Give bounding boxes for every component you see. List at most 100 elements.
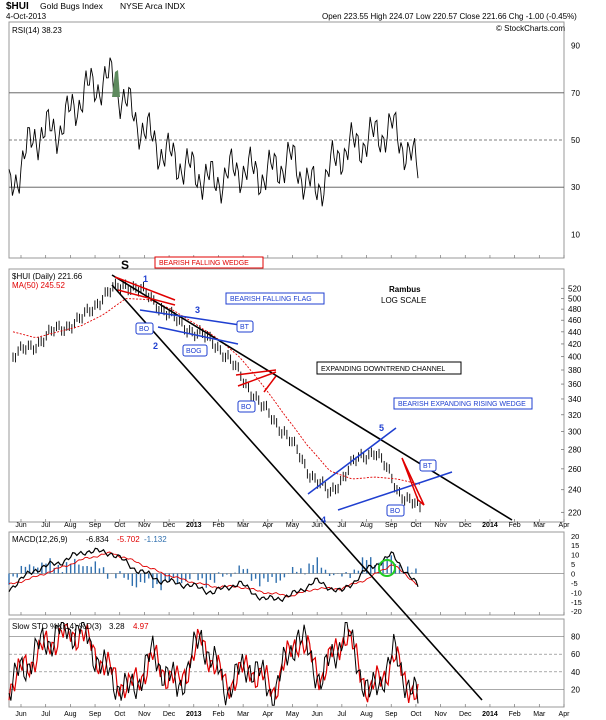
- svg-text:BT: BT: [423, 463, 433, 470]
- svg-text:BT: BT: [240, 324, 250, 331]
- sto-tick-label: 80: [571, 633, 580, 642]
- axis-layer: 1030507090220240260280300320340360380400…: [15, 42, 582, 718]
- price-month-label: Nov: [138, 522, 151, 529]
- price-tick-label: 500: [568, 295, 582, 304]
- wave-2-label: 2: [153, 341, 158, 351]
- stockcharts-credit: © StockCharts.com: [496, 24, 565, 33]
- bt-box-2: BT: [419, 459, 437, 472]
- price-tick-label: 240: [568, 486, 582, 495]
- svg-text:BEARISH FALLING WEDGE: BEARISH FALLING WEDGE: [159, 260, 249, 267]
- bottom-month-label: Mar: [237, 711, 250, 718]
- bo-box-2: BO: [237, 400, 256, 413]
- rsi-tick-label: 10: [571, 230, 580, 239]
- price-month-label: Sep: [385, 522, 398, 529]
- annotation-expanding-channel: EXPANDING DOWNTREND CHANNEL: [316, 361, 462, 375]
- ohlc-readout: Open 223.55 High 224.07 Low 220.57 Close…: [322, 12, 577, 21]
- bottom-month-label: Dec: [163, 711, 176, 718]
- macd-tick-label: 20: [571, 532, 579, 541]
- macd-label-hist: -1.132: [144, 535, 167, 544]
- price-month-label: Jun: [312, 522, 323, 529]
- price-label: $HUI (Daily) 221.66: [12, 272, 83, 281]
- bottom-month-label: Dec: [459, 711, 472, 718]
- price-tick-label: 300: [568, 428, 582, 437]
- macd-signal-line: [8, 551, 419, 598]
- wave-4-label: 4: [321, 515, 326, 525]
- annotation-falling-flag: BEARISH FALLING FLAG: [225, 292, 325, 305]
- macd-tick-label: 5: [571, 560, 575, 569]
- macd-label-signal: -5.702: [117, 535, 140, 544]
- bottom-month-label: Apr: [559, 711, 571, 718]
- price-tick-label: 360: [568, 380, 582, 389]
- price-tick-label: 220: [568, 508, 582, 517]
- sto-d-line: [8, 623, 419, 703]
- rsi-line: [8, 57, 419, 207]
- price-tick-label: 460: [568, 316, 582, 325]
- final-red-wedge: [401, 457, 425, 506]
- rsi-tick-label: 50: [571, 136, 580, 145]
- rising-wedge-bottom: [337, 471, 453, 511]
- svg-text:BO: BO: [139, 326, 150, 333]
- macd-label-name: MACD(12,26,9): [12, 535, 68, 544]
- svg-text:BO: BO: [390, 508, 401, 515]
- price-tick-label: 440: [568, 328, 582, 337]
- price-month-label: Apr: [262, 522, 274, 529]
- bottom-month-label: Aug: [64, 711, 77, 718]
- ticker-symbol: $HUI: [6, 1, 29, 12]
- bottom-month-label: Mar: [533, 711, 546, 718]
- bottom-month-label: Oct: [114, 711, 125, 718]
- macd-tick-label: -15: [571, 598, 582, 607]
- macd-label-value: -6.834: [86, 535, 109, 544]
- ma-label: MA(50) 245.52: [12, 281, 65, 290]
- macd-tick-label: -10: [571, 588, 582, 597]
- rising-wedge-top: [307, 427, 397, 495]
- falling-wedge-top: [114, 276, 176, 301]
- annotation-falling-wedge: BEARISH FALLING WEDGE: [154, 256, 264, 269]
- small-red-wedge-a: [235, 369, 277, 376]
- bottom-month-label: Jul: [41, 711, 50, 718]
- log-scale-label: LOG SCALE: [381, 296, 426, 305]
- price-tick-label: 420: [568, 340, 582, 349]
- price-tick-label: 280: [568, 446, 582, 455]
- wave-3-label: 3: [195, 305, 200, 315]
- bt-box-1: BT: [236, 320, 254, 333]
- price-month-label: Oct: [410, 522, 421, 529]
- price-month-label: Dec: [459, 522, 472, 529]
- bottom-month-label: 2014: [482, 711, 498, 718]
- price-month-label: Jul: [41, 522, 50, 529]
- grid-layer: [9, 92, 565, 707]
- index-name: Gold Bugs Index: [40, 1, 104, 11]
- price-month-label: Aug: [360, 522, 373, 529]
- price-tick-label: 520: [568, 284, 582, 293]
- bottom-month-label: Apr: [262, 711, 274, 718]
- price-month-label: Apr: [559, 522, 571, 529]
- ma50-line: [12, 298, 421, 485]
- falling-wedge-bottom: [117, 289, 176, 306]
- macd-tick-label: 0: [571, 570, 575, 579]
- price-tick-label: 320: [568, 411, 582, 420]
- macd-cross-circle: [378, 559, 396, 577]
- price-month-label: Mar: [533, 522, 546, 529]
- sto-label-name: Slow STO %K(14) %D(3): [12, 622, 102, 631]
- svg-text:EXPANDING DOWNTREND CHANNEL: EXPANDING DOWNTREND CHANNEL: [321, 366, 445, 373]
- price-month-label: Feb: [509, 522, 521, 529]
- rsi-tick-label: 30: [571, 183, 580, 192]
- price-month-label: Jul: [337, 522, 346, 529]
- svg-text:BO: BO: [241, 404, 252, 411]
- small-red-wedge-b: [237, 371, 277, 387]
- bog-box: BOG: [182, 344, 208, 357]
- rsi-overbought-fill: [112, 70, 120, 97]
- exchange-name: NYSE Arca INDX: [120, 1, 186, 11]
- bottom-month-label: Nov: [434, 711, 447, 718]
- falling-flag-top: [139, 309, 241, 326]
- bottom-month-label: May: [286, 711, 300, 718]
- price-month-label: 2013: [186, 522, 202, 529]
- rambus-label: Rambus: [389, 285, 421, 294]
- macd-tick-label: -5: [571, 579, 578, 588]
- macd-tick-label: 15: [571, 541, 579, 550]
- price-month-label: Jun: [15, 522, 26, 529]
- sto-label-d: 4.97: [133, 622, 149, 631]
- price-month-label: 2014: [482, 522, 498, 529]
- bo-box-3: BO: [386, 504, 405, 517]
